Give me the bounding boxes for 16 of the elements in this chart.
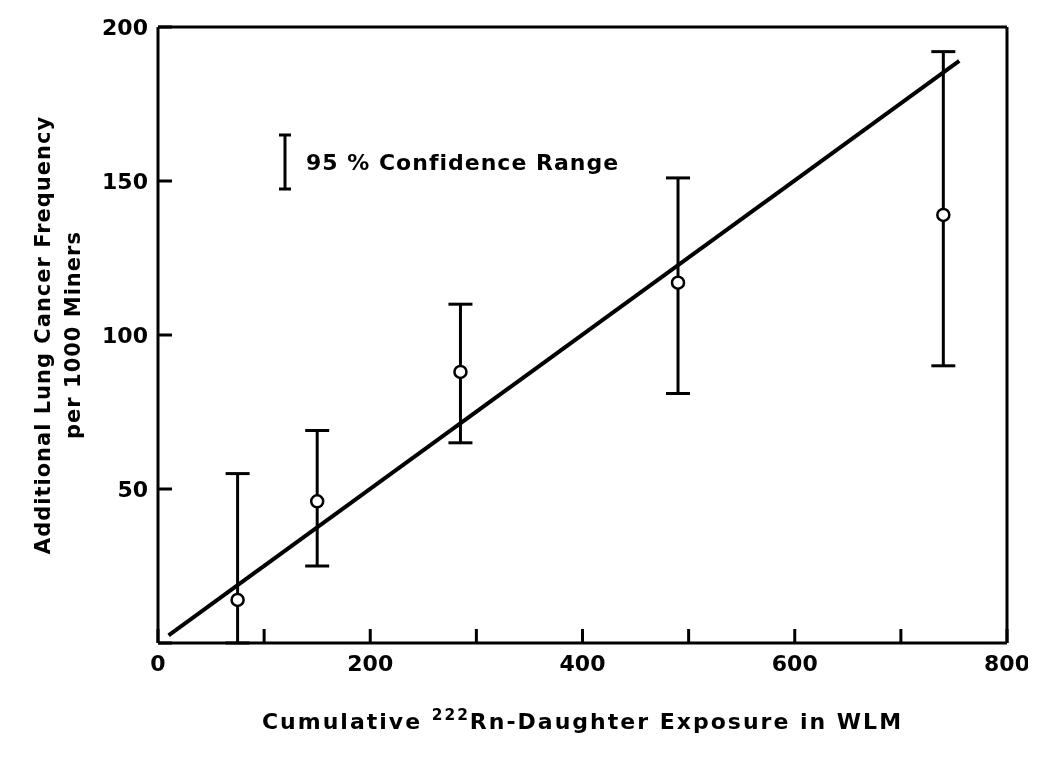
x-tick-label: 200 xyxy=(347,650,394,676)
x-tick-label: 600 xyxy=(771,650,818,676)
x-tick-label: 400 xyxy=(559,650,606,676)
y-tick-label: 100 xyxy=(102,322,148,348)
x-axis-title: Cumulative $^{222}$Rn-Daughter Exposure in WLM xyxy=(261,706,904,734)
point xyxy=(670,275,686,290)
x-tick-label: 0 xyxy=(150,650,166,676)
point xyxy=(230,592,245,608)
point xyxy=(936,207,951,223)
annotation: 95 % Confidence Range xyxy=(306,149,620,175)
y-tick-label: 50 xyxy=(117,476,148,502)
y-axis-title: Additional Lung Cancer Frequency per 1000 Miners xyxy=(31,115,85,555)
point xyxy=(309,494,325,509)
y-tick-label: 150 xyxy=(102,168,148,194)
point xyxy=(453,364,468,380)
y-tick-label: 200 xyxy=(102,14,148,40)
